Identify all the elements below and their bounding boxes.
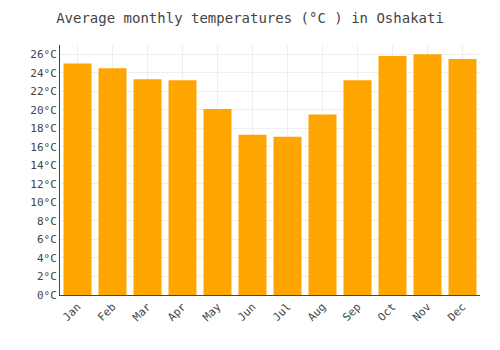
svg-text:26°C: 26°C [30, 48, 57, 61]
svg-text:18°C: 18°C [30, 122, 57, 135]
svg-text:4°C: 4°C [37, 252, 57, 265]
svg-text:Mar: Mar [130, 300, 154, 324]
svg-text:Jul: Jul [270, 301, 293, 324]
svg-text:8°C: 8°C [37, 215, 57, 228]
svg-text:16°C: 16°C [30, 141, 57, 154]
svg-text:20°C: 20°C [30, 104, 57, 117]
svg-text:10°C: 10°C [30, 196, 57, 209]
svg-text:Feb: Feb [95, 301, 118, 324]
svg-text:Oct: Oct [375, 301, 398, 324]
svg-text:Average monthly temperatures (: Average monthly temperatures (°C ) in Os… [56, 10, 444, 26]
svg-text:6°C: 6°C [37, 233, 57, 246]
svg-text:Dec: Dec [445, 301, 468, 324]
svg-text:Sep: Sep [340, 301, 363, 324]
svg-text:Nov: Nov [410, 300, 434, 324]
svg-text:22°C: 22°C [30, 85, 57, 98]
svg-text:Aug: Aug [305, 301, 328, 324]
svg-text:Jan: Jan [60, 301, 83, 324]
svg-text:Jun: Jun [235, 301, 258, 324]
svg-text:24°C: 24°C [30, 67, 57, 80]
svg-text:12°C: 12°C [30, 178, 57, 191]
svg-text:2°C: 2°C [37, 270, 57, 283]
svg-text:0°C: 0°C [37, 289, 57, 302]
svg-text:May: May [200, 300, 224, 324]
svg-text:14°C: 14°C [30, 159, 57, 172]
svg-text:Apr: Apr [165, 300, 189, 324]
